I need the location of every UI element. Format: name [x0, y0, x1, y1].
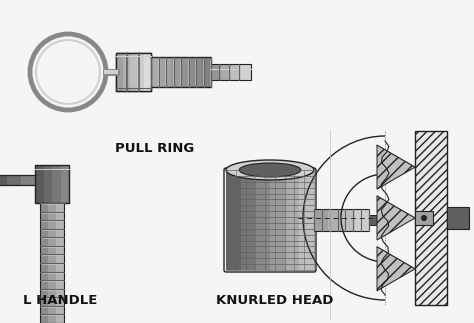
- Text: L HANDLE: L HANDLE: [23, 294, 97, 307]
- Polygon shape: [377, 196, 415, 240]
- Bar: [241, 170, 255, 270]
- Bar: [161, 57, 171, 87]
- Bar: [171, 57, 181, 87]
- Bar: [255, 170, 270, 270]
- Bar: [300, 170, 314, 270]
- Bar: [21, 175, 35, 185]
- Bar: [52, 165, 61, 203]
- Bar: [355, 209, 369, 231]
- Bar: [35, 165, 44, 203]
- Bar: [285, 170, 300, 270]
- FancyBboxPatch shape: [369, 215, 379, 225]
- Bar: [241, 64, 251, 80]
- Bar: [130, 53, 137, 91]
- Bar: [314, 209, 328, 231]
- Bar: [191, 57, 201, 87]
- FancyBboxPatch shape: [415, 131, 447, 305]
- Circle shape: [421, 215, 427, 221]
- Bar: [144, 53, 151, 91]
- Text: PULL RING: PULL RING: [115, 141, 195, 154]
- Ellipse shape: [226, 160, 314, 180]
- Bar: [7, 175, 21, 185]
- Bar: [181, 57, 191, 87]
- Bar: [221, 64, 231, 80]
- Bar: [137, 53, 144, 91]
- Bar: [123, 53, 130, 91]
- Bar: [231, 64, 241, 80]
- FancyBboxPatch shape: [447, 207, 469, 229]
- Bar: [116, 53, 123, 91]
- Bar: [341, 209, 355, 231]
- Bar: [151, 57, 161, 87]
- Bar: [40, 203, 48, 323]
- Polygon shape: [377, 145, 415, 189]
- FancyBboxPatch shape: [415, 211, 433, 225]
- Bar: [48, 203, 56, 323]
- Bar: [270, 170, 285, 270]
- Text: KNURLED HEAD: KNURLED HEAD: [216, 294, 334, 307]
- Bar: [201, 57, 211, 87]
- Ellipse shape: [239, 163, 301, 177]
- Bar: [226, 170, 241, 270]
- Bar: [61, 165, 69, 203]
- FancyBboxPatch shape: [116, 53, 151, 91]
- Bar: [0, 175, 7, 185]
- Bar: [56, 203, 64, 323]
- Polygon shape: [377, 247, 415, 291]
- Bar: [328, 209, 341, 231]
- Bar: [44, 165, 52, 203]
- Bar: [211, 64, 221, 80]
